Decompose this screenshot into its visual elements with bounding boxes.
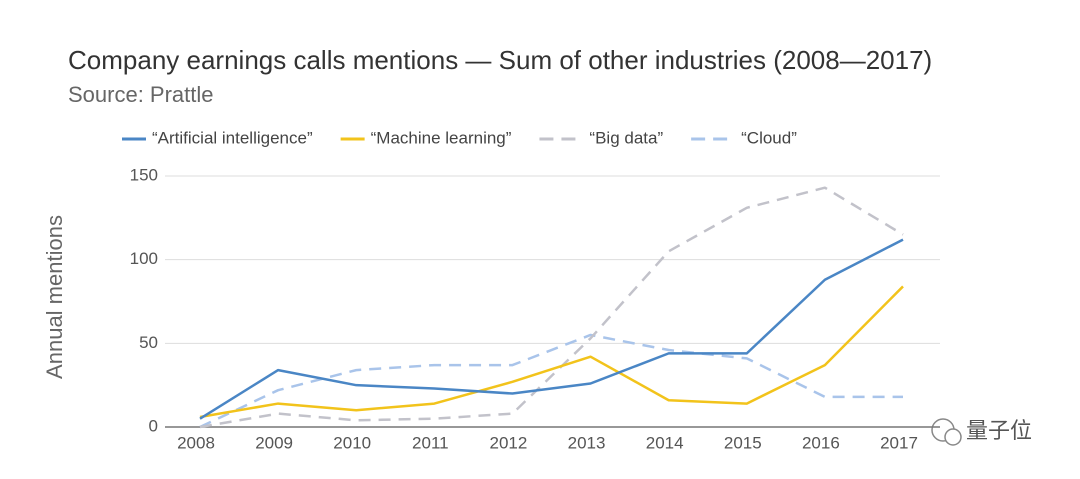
series-line [199,238,904,420]
legend-label: “Big data” [589,128,663,147]
y-tick-label: 150 [130,165,158,184]
x-tick-label: 2010 [333,433,371,452]
legend-label: “Artificial intelligence” [152,128,313,147]
legend-label: “Machine learning” [371,128,512,147]
series-line [199,285,904,419]
x-tick-label: 2012 [490,433,528,452]
x-tick-label: 2011 [412,433,449,452]
x-tick-label: 2014 [646,433,684,452]
x-tick-label: 2009 [255,433,293,452]
y-tick-label: 100 [130,249,158,268]
x-tick-label: 2008 [177,433,215,452]
x-tick-label: 2015 [724,433,762,452]
series-line [199,186,904,429]
chart-subtitle: Source: Prattle [68,82,214,107]
y-tick-label: 0 [149,416,158,435]
x-tick-label: 2016 [802,433,840,452]
watermark: 量子位 [966,418,1032,443]
series-line [199,333,903,429]
x-tick-label: 2017 [880,433,918,452]
y-tick-label: 50 [139,333,158,352]
watermark-icon [931,418,962,446]
chart-title: Company earnings calls mentions — Sum of… [68,45,932,75]
y-axis-label: Annual mentions [42,215,67,379]
x-tick-label: 2013 [568,433,606,452]
legend-label: “Cloud” [741,128,797,147]
